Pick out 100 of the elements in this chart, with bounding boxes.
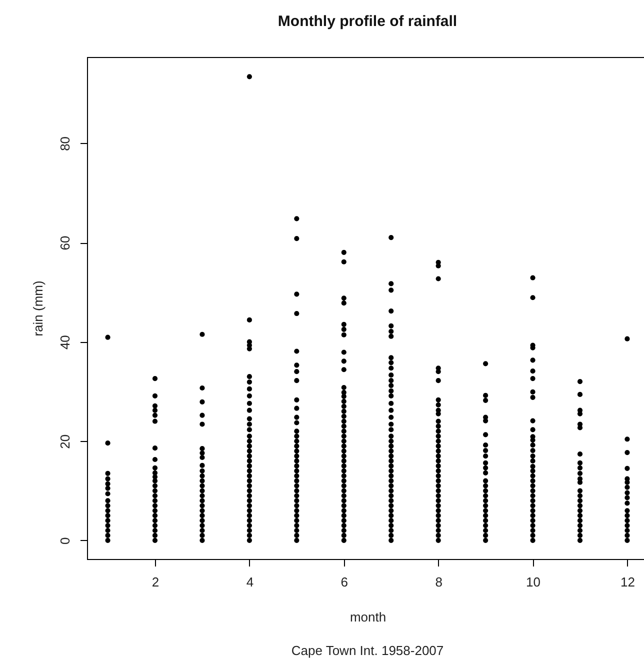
point [341, 444, 346, 449]
point [246, 463, 252, 468]
point [341, 418, 346, 424]
point [388, 408, 394, 413]
point [530, 418, 536, 424]
point [246, 317, 252, 323]
point [200, 468, 205, 474]
point [388, 427, 394, 432]
point [105, 470, 110, 476]
point [388, 483, 394, 488]
point [436, 503, 441, 508]
point [246, 422, 252, 427]
point [294, 488, 300, 494]
point [294, 463, 300, 468]
y-tick-label: 40 [58, 335, 72, 350]
point [246, 468, 252, 474]
point [530, 358, 536, 363]
point [341, 448, 346, 454]
point [436, 513, 441, 518]
point [200, 528, 205, 534]
point [341, 259, 346, 264]
point [294, 216, 300, 222]
point [483, 513, 488, 518]
point [105, 508, 110, 514]
point [341, 424, 346, 429]
point [436, 473, 441, 478]
point [341, 326, 346, 332]
point [341, 384, 346, 390]
point [341, 518, 346, 524]
point [388, 478, 394, 484]
point [624, 538, 630, 543]
point [246, 438, 252, 444]
point [436, 369, 441, 374]
point [530, 503, 536, 508]
point [341, 428, 346, 434]
point [483, 361, 488, 366]
point [530, 518, 536, 524]
point [294, 513, 300, 518]
point [388, 473, 394, 478]
point [436, 378, 441, 384]
point [105, 481, 110, 486]
point [530, 275, 536, 280]
point [200, 518, 205, 524]
point [246, 408, 252, 413]
point [294, 236, 300, 242]
point [624, 336, 630, 342]
point [246, 379, 252, 385]
point [577, 451, 583, 457]
point [152, 418, 158, 424]
point [341, 493, 346, 498]
point [200, 454, 205, 460]
point [436, 463, 441, 468]
point [246, 444, 252, 449]
point [624, 518, 630, 524]
point [483, 478, 488, 484]
point [294, 397, 300, 402]
point [388, 508, 394, 514]
point [341, 350, 346, 355]
point [200, 332, 205, 337]
point [294, 538, 300, 543]
point [294, 478, 300, 484]
point [294, 522, 300, 528]
point [577, 488, 583, 494]
point [388, 388, 394, 394]
point [624, 500, 630, 506]
point [341, 538, 346, 543]
y-tick-label: 20 [58, 434, 72, 449]
point [152, 538, 158, 543]
point [341, 473, 346, 478]
point [341, 468, 346, 474]
point [388, 360, 394, 366]
point [388, 372, 394, 378]
point [294, 438, 300, 444]
point [388, 493, 394, 498]
point [341, 488, 346, 494]
point [341, 498, 346, 504]
point [577, 392, 583, 397]
point [436, 508, 441, 514]
point [246, 518, 252, 524]
point [152, 393, 158, 398]
point [246, 493, 252, 498]
point [200, 399, 205, 404]
point [530, 464, 536, 469]
point [341, 358, 346, 364]
point [388, 355, 394, 360]
point [294, 292, 300, 297]
point [200, 538, 205, 543]
point [294, 406, 300, 411]
point [200, 508, 205, 514]
point [530, 528, 536, 534]
point [436, 434, 441, 439]
point [246, 453, 252, 459]
point [624, 508, 630, 514]
point [294, 434, 300, 439]
point [483, 522, 488, 528]
point [530, 522, 536, 528]
point [152, 408, 158, 413]
point [624, 495, 630, 500]
point [200, 483, 205, 488]
point [577, 425, 583, 430]
